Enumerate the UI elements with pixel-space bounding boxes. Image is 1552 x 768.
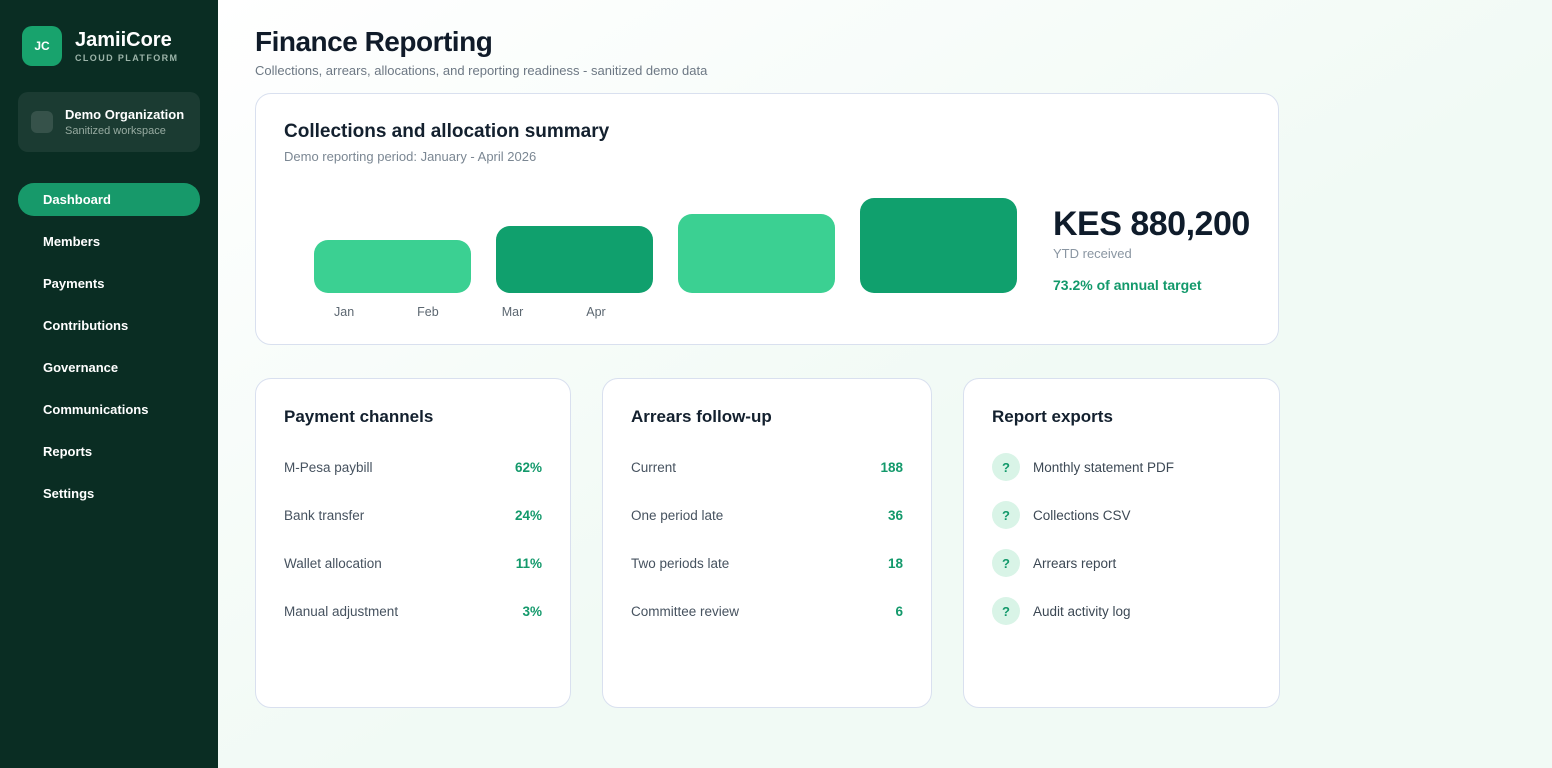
row-value: 11% bbox=[515, 555, 542, 571]
nav-label: Settings bbox=[43, 486, 95, 501]
summary-title: Collections and allocation summary bbox=[284, 121, 610, 142]
sidebar-item-payments[interactable]: Payments bbox=[18, 267, 200, 300]
row-label: Manual adjustment bbox=[284, 603, 399, 619]
brand-tagline: CLOUD PLATFORM bbox=[75, 53, 179, 63]
row-label: Current bbox=[631, 459, 677, 475]
annual-target-note: 73.2% of annual target bbox=[1053, 277, 1202, 293]
nav-label: Payments bbox=[43, 276, 105, 291]
main-content: Finance Reporting Collections, arrears, … bbox=[218, 0, 1552, 768]
sidebar: JC JamiiCore CLOUD PLATFORM Demo Organiz… bbox=[0, 0, 218, 768]
chart-bar bbox=[860, 198, 1017, 293]
row-value: 188 bbox=[880, 459, 903, 475]
row-label: Committee review bbox=[631, 603, 740, 619]
export-label: Monthly statement PDF bbox=[1033, 459, 1175, 475]
page-title: Finance Reporting bbox=[255, 26, 493, 57]
sidebar-item-dashboard[interactable]: Dashboard bbox=[18, 183, 200, 216]
row-value: 36 bbox=[887, 507, 903, 523]
nav-label: Contributions bbox=[43, 318, 129, 333]
sidebar-item-members[interactable]: Members bbox=[18, 225, 200, 258]
question-icon: ? bbox=[992, 597, 1020, 625]
payment-channel-row: Bank transfer 24% bbox=[284, 505, 542, 525]
row-label: One period late bbox=[631, 507, 724, 523]
payment-channels-title: Payment channels bbox=[284, 407, 434, 426]
sidebar-nav: Dashboard Members Payments Contributions… bbox=[18, 183, 200, 510]
export-item-collections-csv[interactable]: ? Collections CSV bbox=[992, 501, 1251, 529]
nav-label: Dashboard bbox=[43, 192, 111, 207]
sidebar-item-governance[interactable]: Governance bbox=[18, 351, 200, 384]
question-icon: ? bbox=[992, 549, 1020, 577]
detail-cards-row: Payment channels M-Pesa paybill 62% Bank… bbox=[255, 378, 1552, 708]
export-item-arrears-report[interactable]: ? Arrears report bbox=[992, 549, 1251, 577]
arrears-title: Arrears follow-up bbox=[631, 407, 772, 426]
brand-initials: JC bbox=[34, 39, 50, 53]
nav-label: Reports bbox=[43, 444, 93, 459]
nav-label: Governance bbox=[43, 360, 119, 375]
page-subtitle: Collections, arrears, allocations, and r… bbox=[255, 63, 708, 78]
row-value: 18 bbox=[887, 555, 903, 571]
ytd-caption: YTD received bbox=[1053, 246, 1132, 261]
export-item-audit-log[interactable]: ? Audit activity log bbox=[992, 597, 1251, 625]
row-value: 6 bbox=[895, 603, 903, 619]
org-name: Demo Organization bbox=[65, 107, 185, 122]
export-label: Collections CSV bbox=[1033, 507, 1131, 523]
org-subtitle: Sanitized workspace bbox=[65, 125, 166, 137]
arrears-row: Two periods late 18 bbox=[631, 553, 903, 573]
report-exports-card: Report exports ? Monthly statement PDF ?… bbox=[963, 378, 1280, 708]
row-label: Bank transfer bbox=[284, 507, 365, 523]
payment-channel-row: Wallet allocation 11% bbox=[284, 553, 542, 573]
brand-logo-icon: JC bbox=[22, 26, 62, 66]
arrears-card: Arrears follow-up Current 188 One period… bbox=[602, 378, 932, 708]
chart-bar bbox=[314, 240, 471, 293]
row-label: Two periods late bbox=[631, 555, 730, 571]
row-value: 62% bbox=[514, 459, 542, 475]
row-label: M-Pesa paybill bbox=[284, 459, 373, 475]
sidebar-item-settings[interactable]: Settings bbox=[18, 477, 200, 510]
question-icon: ? bbox=[992, 453, 1020, 481]
chart-bar bbox=[678, 214, 835, 293]
row-value: 3% bbox=[522, 603, 542, 619]
brand-name: JamiiCore bbox=[75, 29, 172, 51]
report-exports-title: Report exports bbox=[992, 407, 1113, 426]
month-label: Jan bbox=[334, 305, 355, 319]
summary-subtitle: Demo reporting period: January - April 2… bbox=[284, 149, 537, 164]
row-label: Wallet allocation bbox=[284, 555, 382, 571]
brand: JC JamiiCore CLOUD PLATFORM bbox=[18, 26, 200, 66]
payment-channel-row: Manual adjustment 3% bbox=[284, 601, 542, 621]
arrears-row: Committee review 6 bbox=[631, 601, 903, 621]
month-label: Mar bbox=[501, 305, 524, 319]
sidebar-item-reports[interactable]: Reports bbox=[18, 435, 200, 468]
collections-summary-card: Collections and allocation summary Demo … bbox=[255, 93, 1279, 345]
arrears-row: One period late 36 bbox=[631, 505, 903, 525]
arrears-row: Current 188 bbox=[631, 457, 903, 477]
month-label: Apr bbox=[586, 305, 606, 319]
collections-bar-chart: KES 880,200 YTD received 73.2% of annual… bbox=[284, 198, 1250, 293]
payment-channel-row: M-Pesa paybill 62% bbox=[284, 457, 542, 477]
nav-label: Communications bbox=[43, 402, 149, 417]
chart-bars bbox=[314, 198, 1017, 293]
question-icon: ? bbox=[992, 501, 1020, 529]
ytd-total: KES 880,200 bbox=[1053, 205, 1250, 243]
export-item-monthly-statement[interactable]: ? Monthly statement PDF bbox=[992, 453, 1251, 481]
nav-label: Members bbox=[43, 234, 101, 249]
payment-channels-card: Payment channels M-Pesa paybill 62% Bank… bbox=[255, 378, 571, 708]
org-avatar-icon bbox=[31, 111, 53, 133]
org-switcher[interactable]: Demo Organization Sanitized workspace bbox=[18, 92, 200, 152]
export-label: Arrears report bbox=[1033, 555, 1117, 571]
chart-month-labels: Jan Feb Mar Apr bbox=[334, 305, 1250, 319]
chart-bar bbox=[496, 226, 653, 293]
row-value: 24% bbox=[514, 507, 542, 523]
sidebar-item-contributions[interactable]: Contributions bbox=[18, 309, 200, 342]
summary-stats: KES 880,200 YTD received 73.2% of annual… bbox=[1053, 205, 1250, 293]
export-label: Audit activity log bbox=[1033, 603, 1131, 619]
month-label: Feb bbox=[417, 305, 439, 319]
sidebar-item-communications[interactable]: Communications bbox=[18, 393, 200, 426]
